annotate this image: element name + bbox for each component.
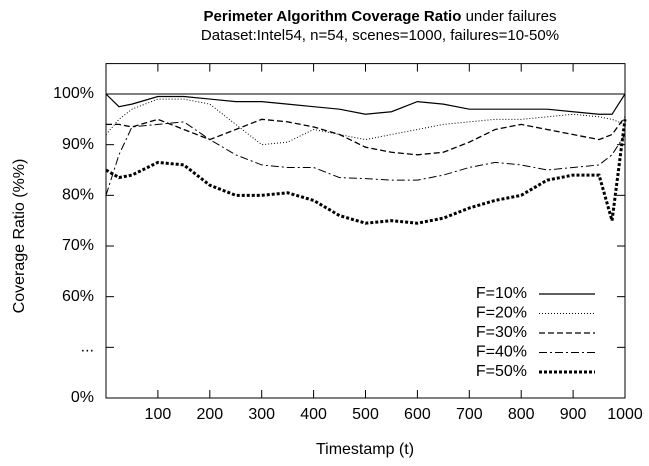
y-tick-label: 0% xyxy=(71,389,94,406)
series-line xyxy=(105,93,626,115)
y-axis-label: Coverage Ratio (%%) xyxy=(11,159,28,314)
x-tick-label: 1000 xyxy=(607,406,643,423)
x-tick-label: 600 xyxy=(404,406,431,423)
x-tick-label: 100 xyxy=(145,406,172,423)
y-tick-label: 100% xyxy=(53,85,94,102)
legend-label: F=30% xyxy=(476,324,527,341)
series-line xyxy=(105,119,627,225)
x-tick-label: 900 xyxy=(560,406,587,423)
y-tick-label: 70% xyxy=(62,237,94,254)
series-line xyxy=(105,121,626,196)
series-line xyxy=(105,98,626,146)
x-tick-label: 800 xyxy=(508,406,535,423)
y-tick-label: ... xyxy=(81,339,94,356)
chart-subtitle: Dataset:Intel54, n=54, scenes=1000, fail… xyxy=(201,27,559,44)
x-tick-label: 200 xyxy=(196,406,223,423)
x-tick-label: 300 xyxy=(248,406,275,423)
x-tick-label: 700 xyxy=(456,406,483,423)
chart-title-group: Perimeter Algorithm Coverage Ratio under… xyxy=(204,8,557,25)
y-tick-label: 80% xyxy=(62,187,94,204)
y-tick-label: 60% xyxy=(62,288,94,305)
legend-label: F=40% xyxy=(476,344,527,361)
series-line xyxy=(106,116,626,156)
legend-label: F=20% xyxy=(476,305,527,322)
y-tick-label: 90% xyxy=(62,136,94,153)
x-axis-label: Timestamp (t) xyxy=(316,441,414,458)
legend-label: F=10% xyxy=(476,285,527,302)
chart-title: Perimeter Algorithm Coverage Ratio xyxy=(204,8,462,25)
chart-title-note: under failures xyxy=(466,8,557,25)
x-tick-label: 400 xyxy=(300,406,327,423)
x-tick-label: 500 xyxy=(352,406,379,423)
legend-label: F=50% xyxy=(476,363,527,380)
